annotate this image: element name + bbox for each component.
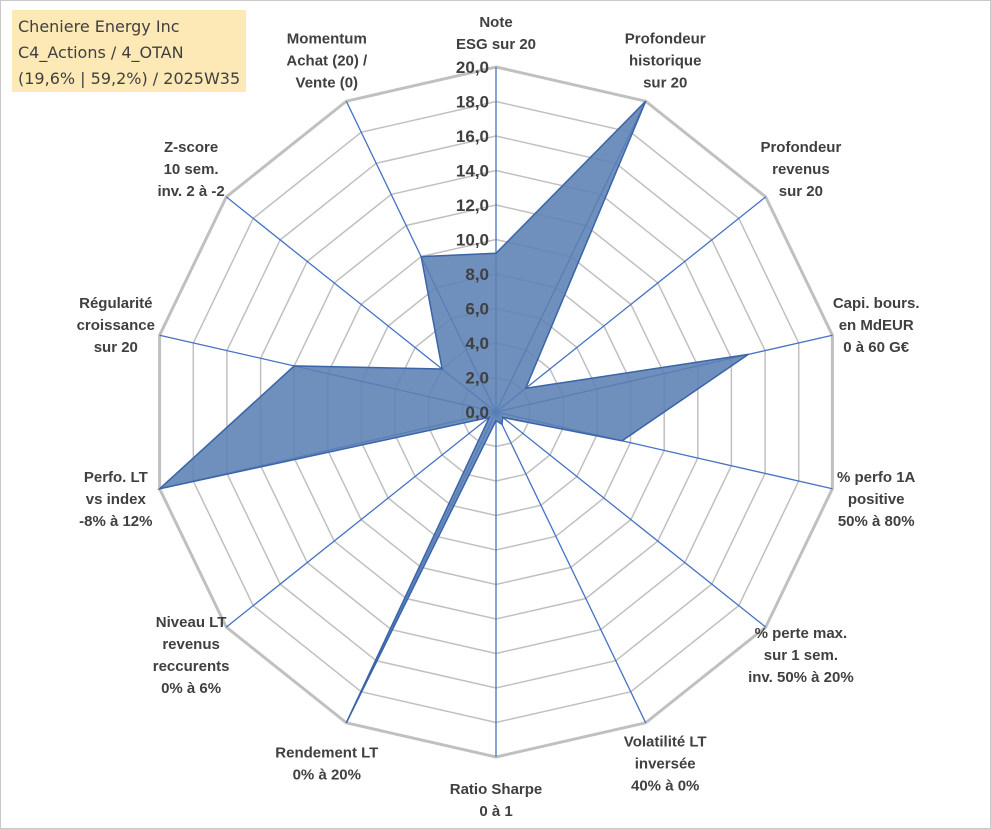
axis-label-line: 0% à 20% [293, 766, 361, 783]
axis-label-line: 0% à 6% [161, 680, 221, 697]
info-box: Cheniere Energy Inc C4_Actions / 4_OTAN … [12, 10, 246, 92]
axis-label-line: Profondeur [625, 31, 706, 48]
axis-label-line: 0 à 1 [479, 803, 512, 820]
axis-label-line: Profondeur [760, 139, 841, 156]
company-name: Cheniere Energy Inc [18, 17, 180, 36]
axis-label-line: ESG sur 20 [456, 36, 536, 53]
axis-label-line: sur 1 sem. [764, 647, 838, 664]
axis-label-line: inv. 50% à 20% [748, 669, 854, 686]
axis-label: Régularité croissance sur 20 [77, 295, 155, 356]
axis-label-line: Capi. bours. [833, 295, 920, 312]
axis-label-line: sur 20 [94, 339, 138, 356]
axis-label-line: positive [848, 491, 905, 508]
axis-label-line: reccurents [153, 658, 230, 675]
axis-label: Profondeur historique sur 20 [625, 31, 706, 92]
axis-label: Ratio Sharpe 0 à 1 [450, 781, 543, 820]
axis-label: Profondeur revenus sur 20 [760, 139, 841, 200]
radar-series [157, 100, 749, 724]
tick-label: 20,0 [456, 58, 489, 77]
tick-label: 12,0 [456, 196, 489, 215]
axis-label-line: -8% à 12% [79, 513, 152, 530]
axis-label-line: revenus [162, 636, 220, 653]
axis-label: Momentum Achat (20) / Vente (0) [286, 31, 368, 92]
axis-label-line: en MdEUR [839, 317, 914, 334]
radial-tick-labels: 0,0 2,0 4,0 6,0 8,0 10,0 12,0 14,0 16,0 18,0 20,0 [456, 58, 489, 422]
tick-label: 2,0 [465, 369, 489, 388]
axis-label: Z-score 10 sem. inv. 2 à -2 [157, 139, 224, 200]
axis-spoke [495, 411, 647, 724]
axis-labels: Note ESG sur 20 Profondeur historique sur 20… [77, 14, 920, 820]
axis-label-line: Régularité [79, 295, 152, 312]
axis-label-line: Rendement LT [275, 744, 378, 761]
axis-label-line: inversée [635, 755, 696, 772]
axis-label-line: historique [629, 53, 702, 70]
axis-label: Perfo. LT vs index -8% à 12% [79, 469, 152, 530]
axis-label-line: % perfo 1A [837, 469, 916, 486]
portfolio-category: C4_Actions / 4_OTAN [18, 43, 184, 62]
axis-label-line: revenus [772, 161, 830, 178]
score-summary: (19,6% | 59,2%) / 2025W35 [18, 69, 241, 88]
axis-label-line: croissance [77, 317, 155, 334]
axis-label-line: Volatilité LT [624, 733, 707, 750]
axis-label-line: Achat (20) / [286, 53, 368, 70]
axis-label-line: sur 20 [643, 75, 687, 92]
axis-spoke [495, 196, 767, 413]
axis-label-line: % perte max. [755, 625, 848, 642]
axis-label-line: Ratio Sharpe [450, 781, 543, 798]
axis-label: Capi. bours. en MdEUR 0 à 60 G€ [833, 295, 920, 356]
axis-label-line: Note [479, 14, 512, 31]
tick-label: 18,0 [456, 93, 489, 112]
tick-label: 6,0 [465, 300, 489, 319]
axis-label-line: Niveau LT [156, 614, 227, 631]
axis-label-line: 40% à 0% [631, 777, 699, 794]
axis-label-line: 50% à 80% [838, 513, 915, 530]
tick-label: 0,0 [465, 403, 489, 422]
axis-label: Note ESG sur 20 [456, 14, 536, 53]
series-area [157, 100, 749, 724]
axis-label-line: Perfo. LT [84, 469, 148, 486]
axis-spoke [495, 411, 767, 628]
axis-label: Rendement LT 0% à 20% [275, 744, 378, 783]
tick-label: 4,0 [465, 334, 489, 353]
axis-label-line: sur 20 [779, 183, 823, 200]
tick-label: 8,0 [465, 265, 489, 284]
axis-label-line: Vente (0) [296, 75, 359, 92]
axis-label-line: Z-score [164, 139, 218, 156]
axis-label-line: inv. 2 à -2 [157, 183, 224, 200]
axis-label-line: Momentum [287, 31, 367, 48]
axis-label-line: 0 à 60 G€ [843, 339, 910, 356]
axis-spoke [225, 411, 497, 628]
tick-label: 14,0 [456, 162, 489, 181]
axis-label: % perte max. sur 1 sem. inv. 50% à 20% [748, 625, 854, 686]
tick-label: 16,0 [456, 127, 489, 146]
axis-label: Niveau LT revenus reccurents 0% à 6% [153, 614, 230, 697]
tick-label: 10,0 [456, 231, 489, 250]
axis-label: Volatilité LT inversée 40% à 0% [624, 733, 707, 794]
axis-label-line: vs index [86, 491, 147, 508]
axis-label-line: 10 sem. [164, 161, 219, 178]
axis-label: % perfo 1A positive 50% à 80% [837, 469, 916, 530]
